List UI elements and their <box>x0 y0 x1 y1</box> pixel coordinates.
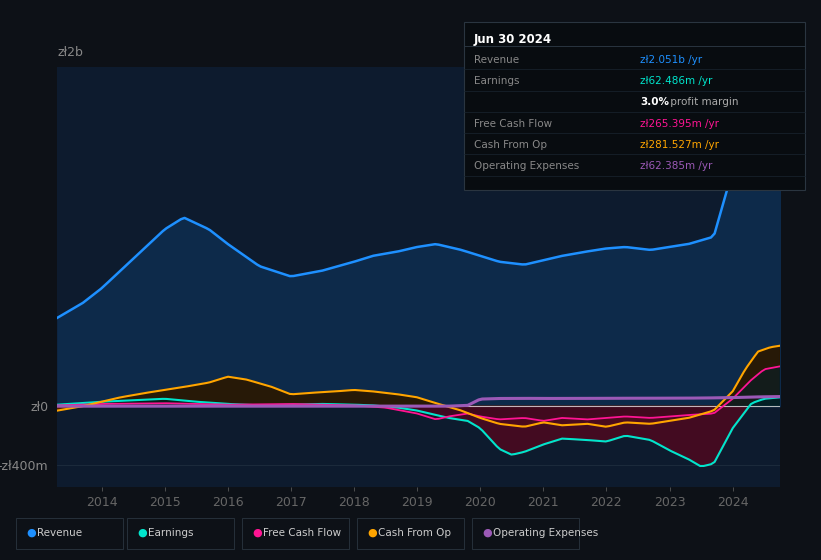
Text: zł281.527m /yr: zł281.527m /yr <box>640 140 719 150</box>
Text: Revenue: Revenue <box>474 55 519 65</box>
Text: ●: ● <box>26 528 36 538</box>
Text: Free Cash Flow: Free Cash Flow <box>474 119 552 129</box>
Text: zł2.051b /yr: zł2.051b /yr <box>640 55 703 65</box>
Text: ●: ● <box>252 528 262 538</box>
Text: Operating Expenses: Operating Expenses <box>493 528 598 538</box>
Text: 3.0%: 3.0% <box>640 97 669 108</box>
Text: zł62.385m /yr: zł62.385m /yr <box>640 161 713 171</box>
Text: Operating Expenses: Operating Expenses <box>474 161 579 171</box>
Text: Cash From Op: Cash From Op <box>474 140 547 150</box>
Text: Free Cash Flow: Free Cash Flow <box>263 528 341 538</box>
Text: ●: ● <box>137 528 147 538</box>
Text: ●: ● <box>482 528 492 538</box>
Text: profit margin: profit margin <box>667 97 739 108</box>
Text: Jun 30 2024: Jun 30 2024 <box>474 32 552 46</box>
Text: Cash From Op: Cash From Op <box>378 528 451 538</box>
Text: Earnings: Earnings <box>148 528 193 538</box>
Text: zł265.395m /yr: zł265.395m /yr <box>640 119 719 129</box>
Text: zł62.486m /yr: zł62.486m /yr <box>640 76 713 86</box>
Text: Revenue: Revenue <box>37 528 82 538</box>
Text: ●: ● <box>367 528 377 538</box>
Text: zł2b: zł2b <box>57 46 84 59</box>
Text: Earnings: Earnings <box>474 76 519 86</box>
